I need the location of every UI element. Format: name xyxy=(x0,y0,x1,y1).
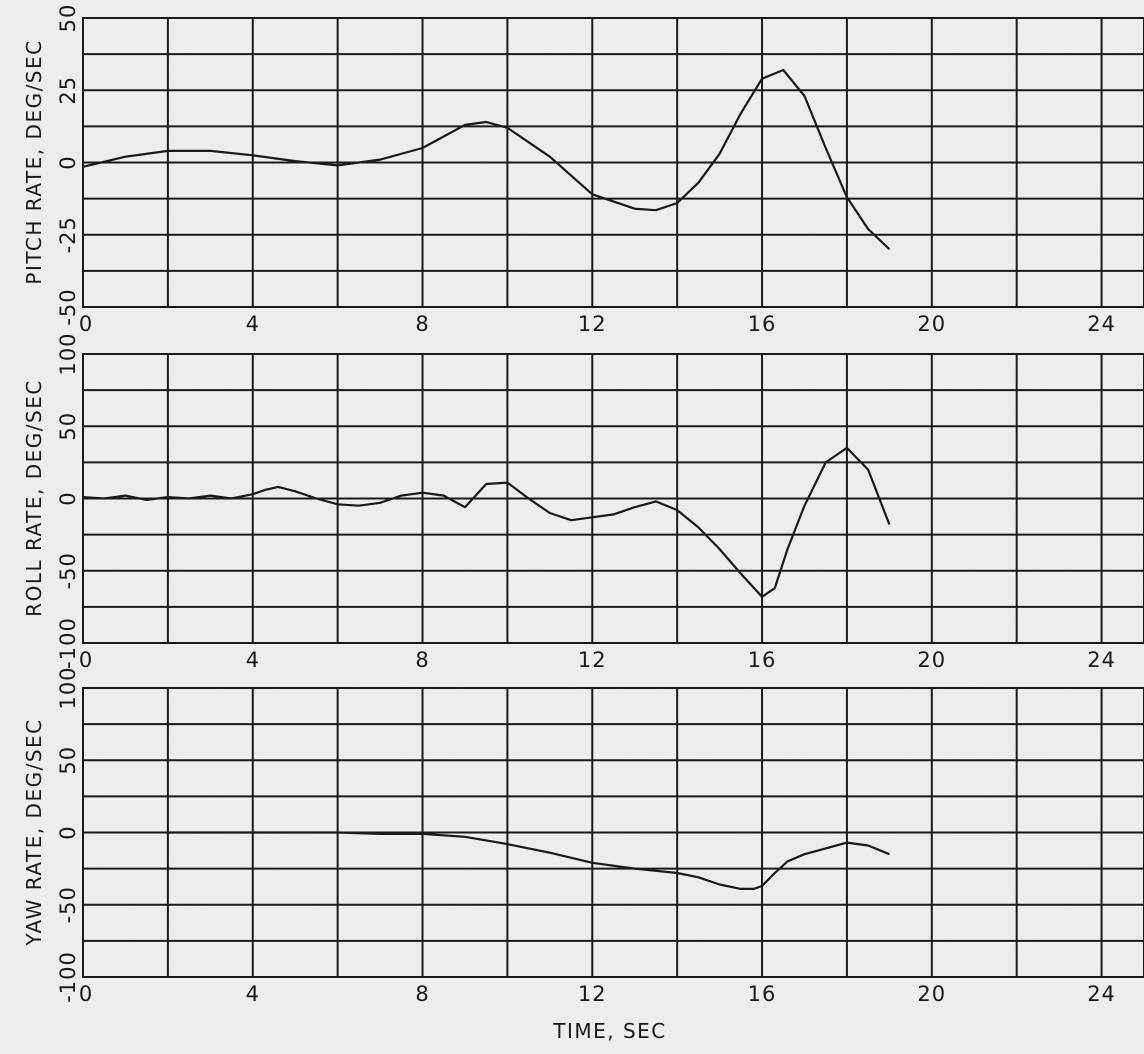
roll-xtick-label: 16 xyxy=(748,648,777,672)
roll-xtick-label: 20 xyxy=(917,648,946,672)
roll-rate-series-line xyxy=(82,446,891,598)
pitch-xtick-label: 24 xyxy=(1087,312,1116,336)
yaw-ytick-label: -50 xyxy=(56,886,80,923)
yaw-xtick-label: 24 xyxy=(1087,982,1116,1006)
yaw-ytick-label: -100 xyxy=(56,951,80,1003)
pitch-rate-ylabel: PITCH RATE, DEG/SEC xyxy=(22,39,46,284)
roll-plot-frame xyxy=(82,353,1144,644)
pitch-xtick-label: 20 xyxy=(917,312,946,336)
pitch-ytick-label: 50 xyxy=(56,4,80,33)
roll-xtick-label: 12 xyxy=(578,648,607,672)
yaw-xtick-label: 12 xyxy=(578,982,607,1006)
pitch-rate-panel: 0 4 8 12 16 20 24 -50 -25 0 25 50 PITCH RATE, DEG/S… xyxy=(22,4,1144,336)
pitch-rate-series-line xyxy=(82,68,891,250)
pitch-xtick-label: 0 xyxy=(79,312,93,336)
pitch-ytick-label: -25 xyxy=(56,216,80,253)
pitch-xtick-label: 12 xyxy=(578,312,607,336)
pitch-xtick-label: 4 xyxy=(246,312,260,336)
yaw-rate-panel: 0 4 8 12 16 20 24 -100 -50 0 50 100 YAW RATE, DEG/S… xyxy=(22,666,1144,1006)
yaw-xtick-label: 20 xyxy=(917,982,946,1006)
yaw-xtick-label: 8 xyxy=(415,982,429,1006)
roll-rate-panel: 0 4 8 12 16 20 24 -100 -50 0 50 100 ROLL RATE, DEG/… xyxy=(22,332,1144,672)
roll-xtick-label: 4 xyxy=(246,648,260,672)
yaw-xtick-label: 0 xyxy=(79,982,93,1006)
pitch-xtick-label: 8 xyxy=(415,312,429,336)
time-xlabel: TIME, SEC xyxy=(552,1019,667,1043)
roll-ytick-label: -50 xyxy=(56,552,80,589)
roll-xtick-label: 0 xyxy=(79,648,93,672)
roll-rate-ylabel: ROLL RATE, DEG/SEC xyxy=(22,379,46,617)
pitch-ytick-label: -50 xyxy=(56,288,80,325)
yaw-ytick-label: 100 xyxy=(56,666,80,709)
yaw-rate-series-line xyxy=(167,831,890,890)
yaw-rate-ylabel: YAW RATE, DEG/SEC xyxy=(22,718,46,946)
yaw-ytick-label: 0 xyxy=(56,825,80,839)
roll-ytick-label: 0 xyxy=(56,491,80,505)
roll-xtick-label: 8 xyxy=(415,648,429,672)
roll-ytick-label: 50 xyxy=(56,412,80,441)
yaw-xtick-label: 16 xyxy=(748,982,777,1006)
roll-xtick-label: 24 xyxy=(1087,648,1116,672)
yaw-plot-frame xyxy=(82,687,1144,978)
pitch-ytick-label: 25 xyxy=(56,76,80,105)
yaw-ytick-label: 50 xyxy=(56,746,80,775)
pitch-plot-frame xyxy=(82,17,1144,308)
pitch-ytick-label: 0 xyxy=(56,155,80,169)
yaw-xtick-label: 4 xyxy=(246,982,260,1006)
pitch-xtick-label: 16 xyxy=(748,312,777,336)
roll-ytick-label: -100 xyxy=(56,617,80,669)
roll-ytick-label: 100 xyxy=(56,332,80,375)
